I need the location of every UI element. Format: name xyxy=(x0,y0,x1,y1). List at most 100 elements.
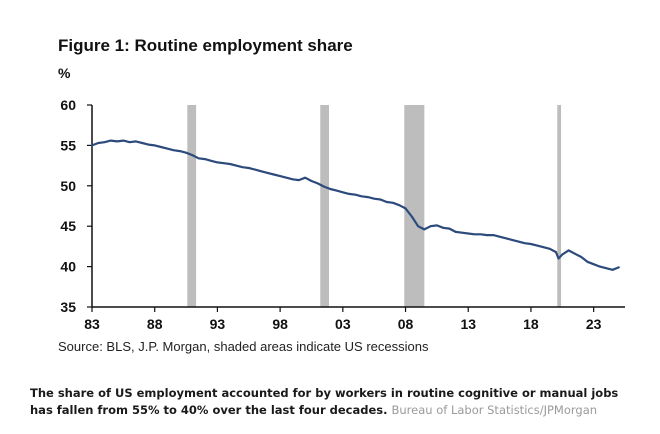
x-tick-label: 23 xyxy=(586,316,602,332)
data-point xyxy=(504,237,507,240)
data-point xyxy=(410,215,413,218)
data-point xyxy=(423,228,426,231)
data-point xyxy=(486,234,488,236)
data-point xyxy=(523,242,526,245)
y-tick-label: 35 xyxy=(60,299,76,315)
chart-title: Figure 1: Routine employment share xyxy=(58,36,353,55)
source-note: Source: BLS, J.P. Morgan, shaded areas i… xyxy=(58,339,429,354)
data-point xyxy=(304,176,307,179)
data-point xyxy=(548,247,551,250)
data-point xyxy=(272,173,275,176)
x-tick-label: 83 xyxy=(84,316,100,332)
data-point xyxy=(454,230,457,233)
data-point xyxy=(241,166,244,169)
data-point xyxy=(134,140,137,143)
data-point xyxy=(517,240,520,243)
data-point xyxy=(385,201,388,203)
recession-bands xyxy=(187,105,562,307)
data-point xyxy=(91,144,93,147)
data-point xyxy=(530,243,532,245)
data-point xyxy=(216,161,219,164)
recession-band-4 xyxy=(557,105,562,307)
series-line-1 xyxy=(90,139,620,271)
data-point xyxy=(310,180,313,182)
data-point xyxy=(116,140,118,143)
data-point xyxy=(398,204,401,207)
data-point xyxy=(172,149,175,152)
data-point xyxy=(354,193,357,196)
recession-band-2 xyxy=(320,105,330,307)
data-point xyxy=(316,182,319,185)
data-point xyxy=(473,233,476,236)
data-point xyxy=(442,226,445,229)
data-point xyxy=(323,185,325,188)
y-tick-label: 55 xyxy=(60,137,76,153)
data-point xyxy=(279,175,282,178)
data-point xyxy=(97,142,100,144)
data-point xyxy=(404,207,407,210)
data-point xyxy=(599,265,601,268)
data-point xyxy=(203,158,206,161)
data-point xyxy=(210,159,213,162)
data-point xyxy=(617,266,620,269)
series-layer xyxy=(90,139,620,271)
y-tick-label: 50 xyxy=(60,178,76,194)
data-point xyxy=(429,225,432,228)
y-axis-ticks: 35 40 45 50 55 60 xyxy=(60,97,92,315)
data-point xyxy=(492,234,495,236)
data-point xyxy=(467,232,470,235)
data-point xyxy=(235,164,238,167)
axes xyxy=(91,105,625,308)
caption: The share of US employment accounted for… xyxy=(30,385,630,419)
data-point xyxy=(555,251,557,253)
data-point xyxy=(367,196,369,199)
data-point xyxy=(542,246,545,249)
recession-band-1 xyxy=(187,105,197,307)
caption-text: The share of US employment accounted for… xyxy=(30,386,619,417)
data-point xyxy=(573,252,576,255)
data-point xyxy=(122,139,125,142)
data-point xyxy=(103,141,106,144)
data-point xyxy=(247,167,250,169)
x-tick-label: 13 xyxy=(460,316,476,332)
y-axis-unit-label: % xyxy=(58,65,71,81)
data-point xyxy=(222,162,225,165)
data-point xyxy=(498,235,501,238)
x-tick-label: 03 xyxy=(335,316,351,332)
data-point xyxy=(567,249,570,252)
data-point xyxy=(166,147,169,150)
data-point xyxy=(392,201,394,204)
data-point xyxy=(291,178,294,181)
data-point xyxy=(580,256,583,258)
data-point xyxy=(329,188,332,190)
data-point xyxy=(348,192,350,195)
data-point xyxy=(435,224,438,227)
data-point xyxy=(285,176,288,179)
caption-credit: Bureau of Labor Statistics/JPMorgan xyxy=(391,403,598,417)
data-point xyxy=(511,239,514,241)
x-tick-label: 98 xyxy=(272,316,288,332)
data-point xyxy=(557,257,560,260)
data-point xyxy=(611,268,614,271)
data-point xyxy=(128,141,131,144)
data-point xyxy=(254,168,256,171)
data-point xyxy=(536,244,539,247)
data-point xyxy=(260,170,263,173)
data-point xyxy=(605,267,608,270)
data-point xyxy=(266,171,269,174)
data-point xyxy=(160,146,162,148)
data-point xyxy=(592,263,595,266)
y-tick-label: 45 xyxy=(60,218,76,234)
x-tick-label: 18 xyxy=(523,316,539,332)
data-point xyxy=(341,191,344,194)
data-point xyxy=(586,260,589,263)
y-tick-label: 40 xyxy=(60,259,76,275)
y-tick-label: 60 xyxy=(60,97,76,113)
x-tick-label: 93 xyxy=(210,316,226,332)
data-point xyxy=(197,157,200,160)
data-point xyxy=(109,139,112,142)
data-point xyxy=(360,195,363,198)
data-point xyxy=(335,189,338,192)
